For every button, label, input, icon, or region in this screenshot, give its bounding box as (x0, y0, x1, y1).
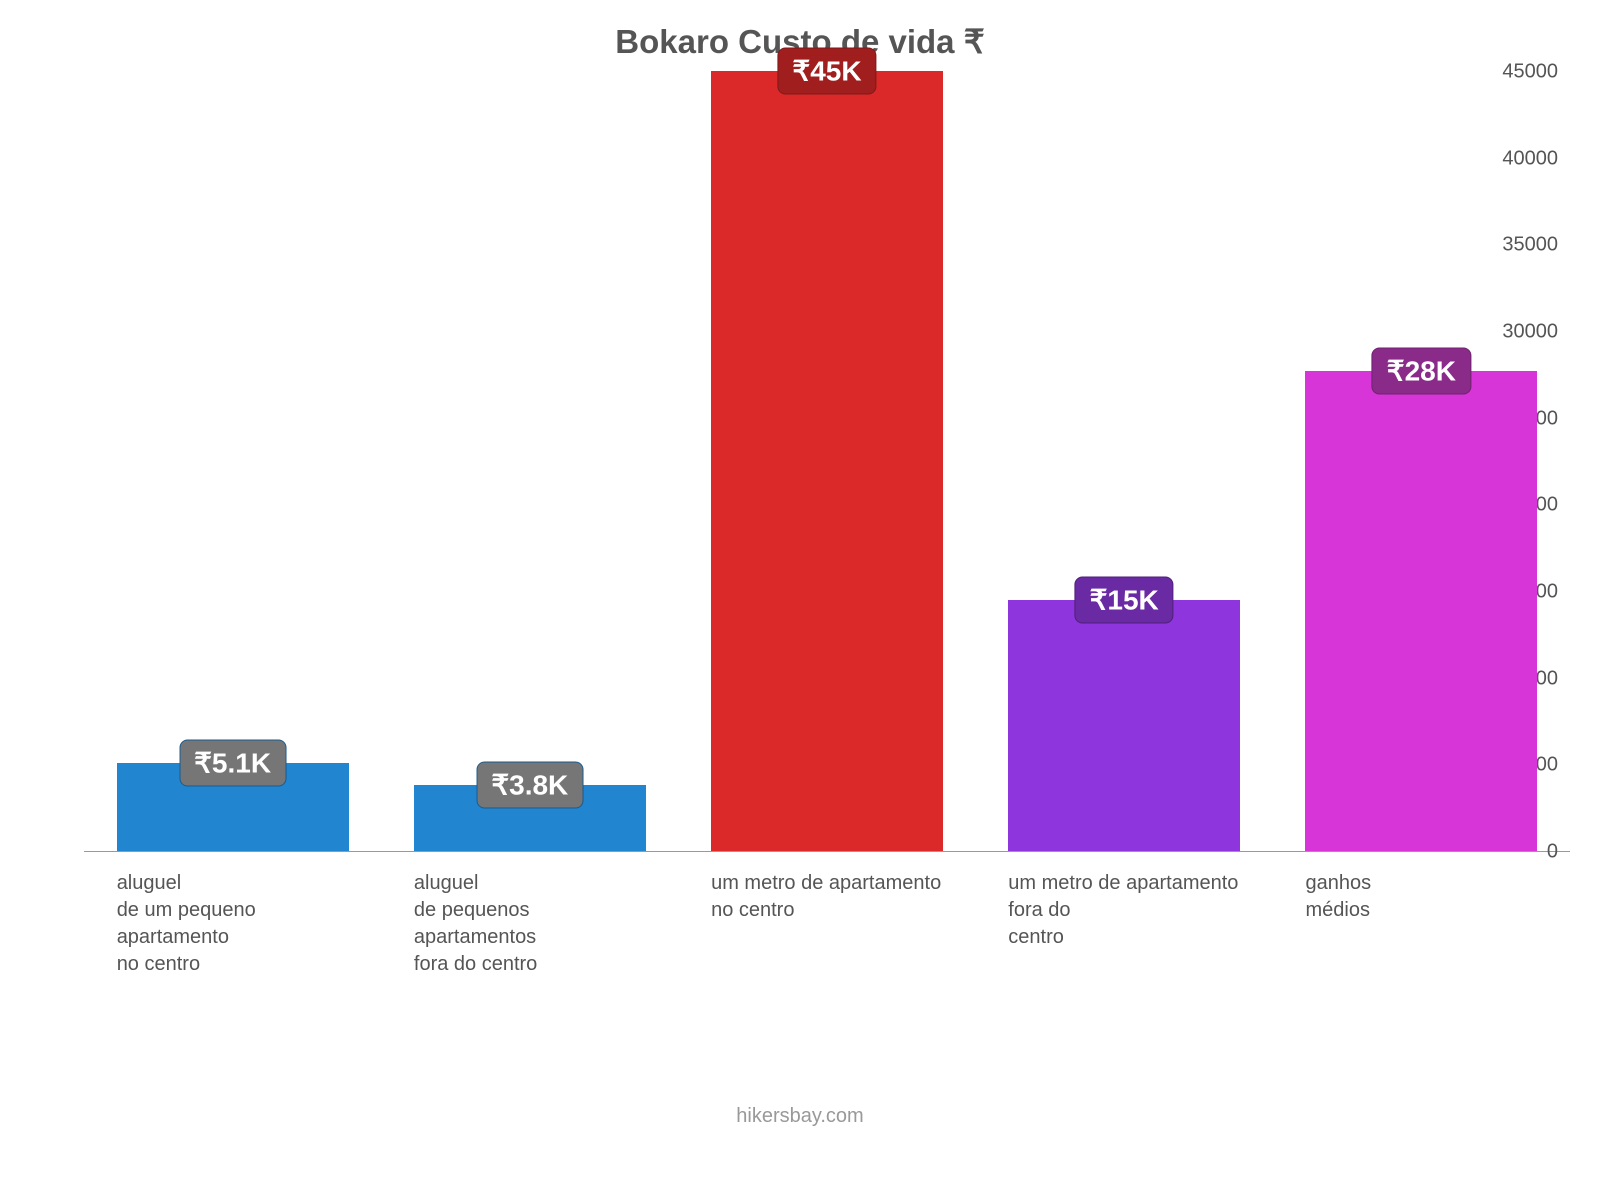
x-axis-label: um metro de apartamento no centro (711, 870, 941, 924)
x-axis-label: ganhos médios (1305, 870, 1371, 924)
plot-area: 0500010000150002000025000300003500040000… (84, 72, 1570, 852)
y-tick-label: 0 (1547, 841, 1558, 864)
attribution: hikersbay.com (0, 1105, 1600, 1128)
bar-value-pill: ₹5.1K (179, 739, 286, 786)
y-tick-label: 40000 (1502, 147, 1558, 170)
x-axis-label: aluguel de pequenos apartamentos fora do… (414, 870, 537, 978)
bar-value-pill: ₹15K (1075, 576, 1174, 623)
bar-value-pill: ₹3.8K (476, 762, 583, 809)
bar (1008, 600, 1240, 851)
y-tick-label: 35000 (1502, 234, 1558, 257)
bar-value-pill: ₹45K (777, 48, 876, 95)
bar (711, 71, 943, 851)
chart-container: Bokaro Custo de vida ₹ 05000100001500020… (0, 0, 1600, 1200)
bar (1305, 371, 1537, 851)
x-axis-label: aluguel de um pequeno apartamento no cen… (117, 870, 256, 978)
bar-value-pill: ₹28K (1372, 347, 1471, 394)
y-tick-label: 45000 (1502, 61, 1558, 84)
x-axis-label: um metro de apartamento fora do centro (1008, 870, 1238, 951)
y-tick-label: 30000 (1502, 321, 1558, 344)
